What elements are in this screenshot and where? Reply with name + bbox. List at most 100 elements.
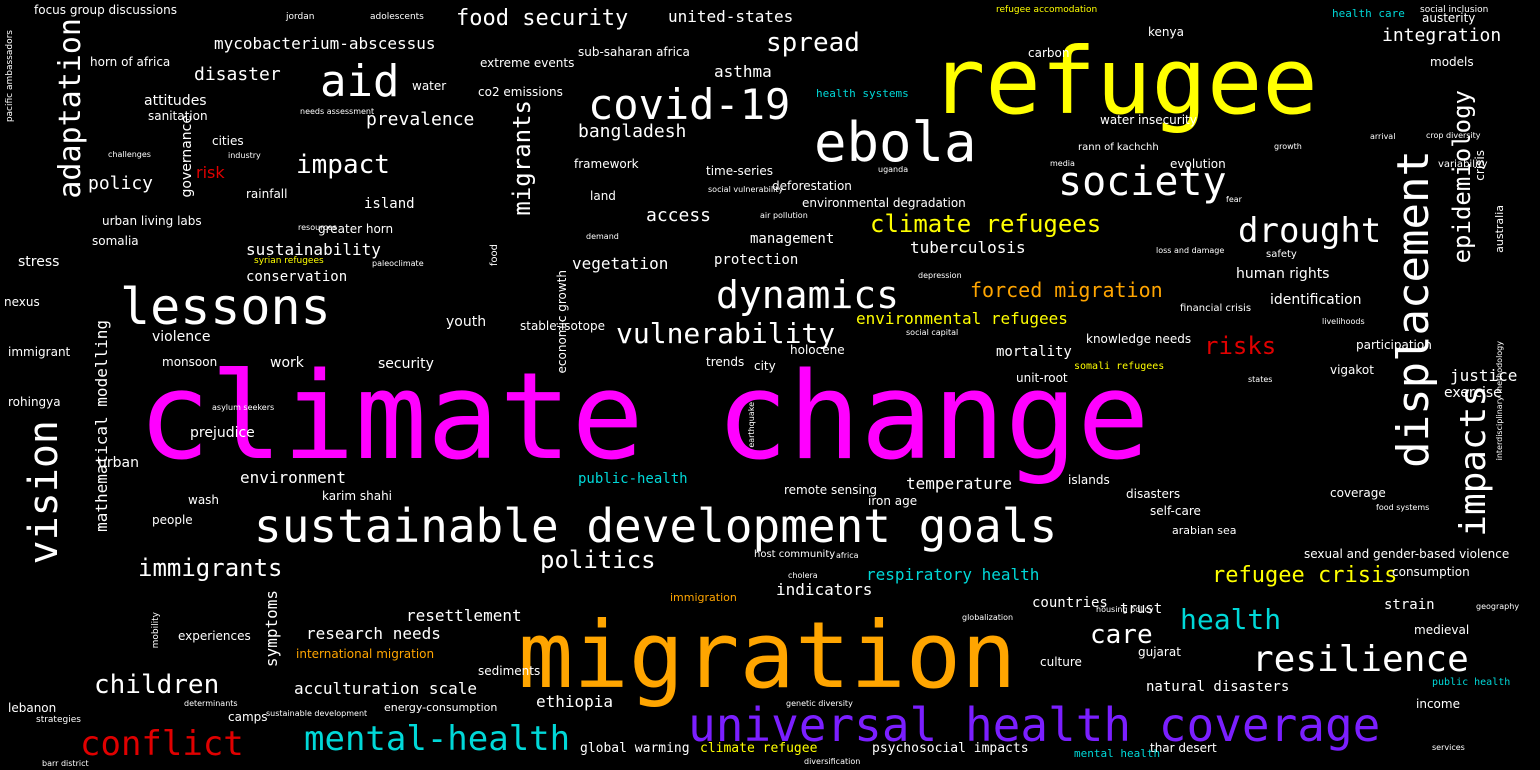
word-access: access	[646, 205, 712, 226]
word-refugee-accomodation: refugee accomodation	[996, 5, 1098, 15]
word-housing-policy: housing policy	[1096, 605, 1154, 614]
word-tuberculosis: tuberculosis	[910, 238, 1026, 257]
word-crop-diversity: crop diversity	[1426, 131, 1481, 140]
word-media: media	[1050, 159, 1075, 168]
word-cholera: cholera	[788, 571, 818, 580]
word-co2-emissions: co2 emissions	[478, 85, 563, 99]
word-mycobacterium-abscessus: mycobacterium-abscessus	[214, 34, 436, 53]
word-care: care	[1090, 620, 1153, 650]
word-people: people	[152, 513, 193, 527]
word-urban: urban	[98, 455, 139, 471]
word-kenya: kenya	[1148, 25, 1184, 39]
word-monsoon: monsoon	[162, 355, 218, 369]
word-coverage: coverage	[1330, 486, 1386, 500]
word-framework: framework	[574, 157, 639, 171]
word-resources: resources	[298, 223, 337, 232]
word-globalization: globalization	[962, 613, 1014, 622]
word-identification: identification	[1270, 292, 1362, 308]
word-global-warming: global warming	[580, 741, 690, 756]
word-loss-and-damage: loss and damage	[1156, 246, 1225, 255]
word-deforestation: deforestation	[772, 179, 852, 193]
word-genetic-diversity: genetic diversity	[786, 699, 853, 708]
word-iron-age: iron age	[868, 494, 918, 508]
word-migration: migration	[518, 602, 1017, 709]
word-public-health: public-health	[578, 471, 688, 487]
word-forced-migration: forced migration	[970, 278, 1163, 302]
word-gujarat: gujarat	[1138, 645, 1181, 659]
word-arabian-sea: arabian sea	[1172, 524, 1237, 537]
word-stable-isotope: stable-isotope	[520, 319, 605, 333]
word-food: food	[489, 244, 500, 267]
word-immigrants: immigrants	[138, 554, 283, 582]
word-politics: politics	[540, 546, 656, 574]
word-arrival: arrival	[1370, 132, 1396, 141]
word-demand: demand	[586, 232, 619, 241]
word-challenges: challenges	[108, 150, 151, 159]
word-mobility: mobility	[151, 612, 161, 649]
word-depression: depression	[918, 271, 962, 280]
word-health: health	[1180, 603, 1282, 636]
word-determinants: determinants	[184, 699, 238, 708]
word-prejudice: prejudice	[190, 425, 255, 441]
word-sustainable-development: sustainable development	[266, 709, 368, 718]
word-time-series: time-series	[706, 164, 773, 178]
word-social-vulnerability: social vulnerability	[708, 185, 784, 194]
word-integration: integration	[1382, 25, 1502, 46]
word-children: children	[94, 670, 220, 700]
word-water-insecurity: water insecurity	[1100, 113, 1197, 127]
word-security: security	[378, 356, 434, 372]
word-united-states: united-states	[668, 7, 794, 26]
word-lessons: lessons	[120, 278, 331, 336]
word-ethiopia: ethiopia	[536, 692, 614, 711]
word-protection: protection	[714, 252, 799, 268]
word-australia: australia	[1493, 205, 1506, 253]
word-mathematical-modelling: mathematical modelling	[92, 320, 111, 532]
word-acculturation-scale: acculturation scale	[294, 679, 478, 698]
word-syrian-refugees: syrian refugees	[254, 256, 324, 266]
word-islands: islands	[1068, 473, 1110, 487]
word-exercise: exercise	[1444, 385, 1502, 401]
word-temperature: temperature	[906, 474, 1012, 493]
word-self-care: self-care	[1150, 504, 1201, 518]
word-geography: geography	[1476, 602, 1520, 611]
word-drought: drought	[1238, 211, 1382, 251]
word-diversification: diversification	[804, 757, 861, 766]
word-knowledge-needs: knowledge needs	[1086, 332, 1192, 346]
word-participation: participation	[1356, 338, 1432, 352]
word-disaster: disaster	[194, 64, 281, 85]
word-city: city	[754, 359, 776, 373]
word-health-systems: health systems	[816, 87, 909, 100]
word-sediments: sediments	[478, 664, 541, 678]
word-states: states	[1248, 375, 1273, 384]
word-impacts: impacts	[1453, 385, 1494, 537]
word-sub-saharan-africa: sub-saharan africa	[578, 45, 690, 59]
word-migrants: migrants	[508, 100, 536, 216]
word-focus-group-discussions: focus group discussions	[34, 3, 177, 17]
word-disasters: disasters	[1126, 487, 1181, 501]
word-austerity: austerity	[1422, 11, 1476, 25]
word-prevalence: prevalence	[366, 109, 475, 130]
word-needs-assessment: needs assessment	[300, 107, 375, 116]
word-covid-19: covid-19	[588, 80, 791, 129]
word-vigakot: vigakot	[1330, 363, 1374, 377]
word-attitudes: attitudes	[144, 93, 207, 109]
word-land: land	[590, 189, 616, 203]
word-mental-health: mental health	[1074, 747, 1161, 760]
word-food-security: food security	[456, 6, 629, 31]
word-displacement: displacement	[1388, 150, 1439, 468]
word-culture: culture	[1040, 655, 1082, 669]
word-countries: countries	[1032, 595, 1108, 611]
word-social-inclusion: social inclusion	[1420, 5, 1489, 15]
word-sanitation: sanitation	[148, 109, 208, 123]
word-asylum-seekers: asylum seekers	[212, 403, 275, 412]
word-environmental-degradation: environmental degradation	[802, 196, 966, 210]
word-uganda: uganda	[878, 165, 909, 174]
word-cities: cities	[212, 134, 244, 148]
word-natural-disasters: natural disasters	[1146, 679, 1290, 695]
word-rohingya: rohingya	[8, 395, 61, 409]
word-unit-root: unit-root	[1016, 371, 1068, 385]
word-adolescents: adolescents	[370, 12, 424, 22]
word-ebola: ebola	[814, 111, 977, 174]
word-climate-refugee: climate refugee	[700, 741, 818, 756]
